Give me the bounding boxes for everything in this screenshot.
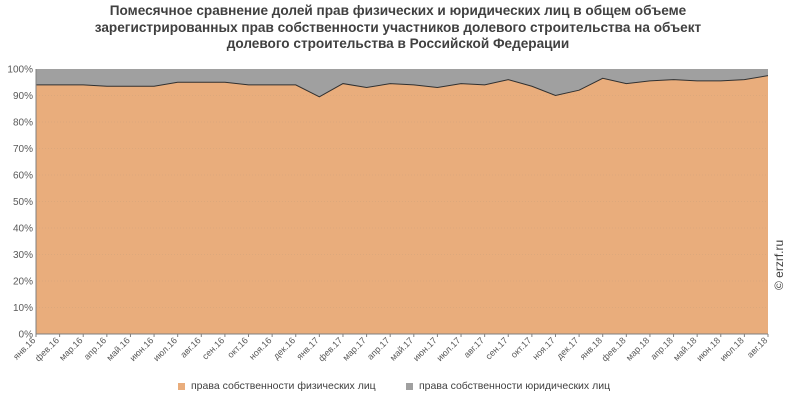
x-tick-label: авг.18 bbox=[745, 335, 769, 359]
area-series-legal-entities bbox=[36, 69, 768, 97]
y-tick-label: 0% bbox=[19, 330, 34, 341]
x-tick-label: мар.16 bbox=[57, 335, 84, 362]
y-tick-label: 40% bbox=[13, 224, 33, 235]
y-tick-label: 90% bbox=[13, 91, 33, 102]
y-tick-label: 20% bbox=[13, 277, 33, 288]
series-boundary-line bbox=[36, 75, 769, 98]
legend-item-individuals: права собственности физических лиц bbox=[178, 380, 376, 392]
y-tick-label: 70% bbox=[13, 144, 33, 155]
chart-title-line-1: Помесячное сравнение долей прав физическ… bbox=[109, 3, 687, 18]
chart-title-line-2: зарегистрированных прав собственности уч… bbox=[94, 19, 702, 35]
x-tick-label: фев.16 bbox=[33, 335, 61, 363]
legend-swatch-individuals bbox=[178, 382, 185, 390]
x-tick-label: мар.18 bbox=[624, 335, 651, 362]
x-tick-label: дек.17 bbox=[555, 335, 581, 361]
x-tick-label: окт.16 bbox=[225, 335, 250, 360]
x-tick-label: ноя.16 bbox=[247, 335, 273, 361]
x-tick-label: фев.18 bbox=[600, 335, 628, 363]
watermark: © erzrf.ru bbox=[772, 239, 786, 290]
x-tick-label: июн.16 bbox=[128, 335, 156, 363]
x-tick-label: ноя.17 bbox=[530, 335, 556, 361]
legend: права собственности физических лиц права… bbox=[0, 380, 796, 398]
legend-item-legal-entities: права собственности юридических лиц bbox=[406, 380, 610, 392]
x-tick-label: июл.16 bbox=[151, 335, 179, 363]
y-tick-label: 30% bbox=[13, 250, 33, 261]
x-tick-label: май.16 bbox=[104, 335, 131, 362]
y-tick-label: 100% bbox=[7, 65, 33, 76]
legend-label-individuals: права собственности физических лиц bbox=[191, 380, 376, 392]
x-tick-label: авг.16 bbox=[178, 335, 202, 359]
y-tick-label: 80% bbox=[13, 118, 33, 129]
legend-swatch-legal-entities bbox=[406, 382, 413, 390]
area-series-individuals bbox=[36, 75, 768, 334]
x-tick-label: мар.17 bbox=[341, 335, 368, 362]
x-tick-label: окт.17 bbox=[509, 335, 534, 360]
y-tick-label: 50% bbox=[13, 197, 33, 208]
x-tick-label: июн.18 bbox=[694, 335, 722, 363]
legend-label-legal-entities: права собственности юридических лиц bbox=[419, 380, 611, 392]
x-tick-label: июл.18 bbox=[718, 335, 746, 363]
x-tick-label: апр.18 bbox=[649, 335, 675, 361]
x-tick-label: сен.17 bbox=[484, 335, 510, 361]
x-tick-label: май.17 bbox=[388, 335, 415, 362]
x-tick-label: апр.16 bbox=[82, 335, 108, 361]
chart-title-line-3: долевого строительства в Российской Феде… bbox=[226, 36, 570, 51]
x-tick-label: июн.17 bbox=[411, 335, 439, 363]
x-tick-label: май.18 bbox=[671, 335, 698, 362]
y-tick-label: 10% bbox=[13, 303, 33, 314]
chart-title: Помесячное сравнение долей прав физическ… bbox=[60, 3, 736, 53]
x-tick-label: апр.17 bbox=[365, 335, 391, 361]
x-tick-label: фев.17 bbox=[316, 335, 344, 363]
x-tick-label: дек.16 bbox=[271, 335, 297, 361]
x-tick-label: авг.17 bbox=[462, 335, 486, 359]
y-tick-label: 60% bbox=[13, 171, 33, 182]
x-tick-label: сен.16 bbox=[200, 335, 226, 361]
x-tick-label: июл.17 bbox=[435, 335, 463, 363]
